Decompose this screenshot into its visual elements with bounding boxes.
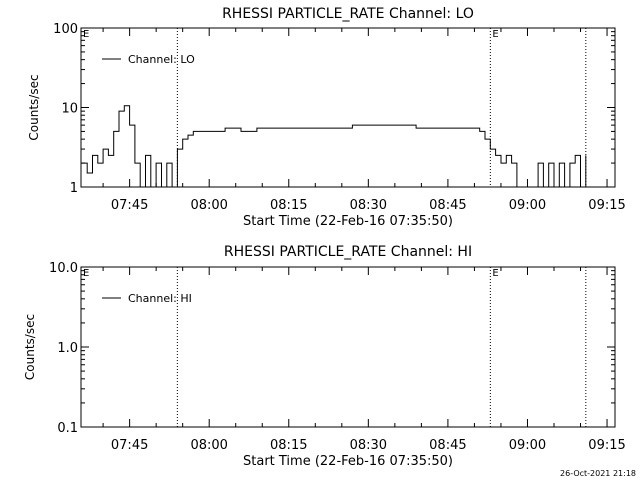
y-tick-label: 10.0: [49, 261, 78, 276]
x-tick-label: 07:45: [111, 198, 148, 213]
x-tick-label: 08:15: [270, 198, 307, 213]
y-axis-label: Counts/sec: [27, 74, 41, 140]
chart-title: RHESSI PARTICLE_RATE Channel: HI: [224, 244, 472, 260]
chart-title: RHESSI PARTICLE_RATE Channel: LO: [222, 6, 474, 22]
x-tick-label: 08:00: [190, 438, 227, 453]
x-tick-label: 09:15: [588, 198, 625, 213]
footer-timestamp: 26-Oct-2021 21:18: [560, 469, 636, 478]
legend-label: Channel: HI: [128, 292, 192, 305]
y-tick-label: 100: [53, 22, 78, 37]
y-axis-label: Counts/sec: [23, 314, 37, 380]
x-tick-label: 08:30: [350, 438, 387, 453]
series-line: [81, 105, 587, 188]
y-tick-label: 10: [61, 102, 78, 117]
x-tick-label: 07:45: [111, 438, 148, 453]
x-tick-label: 08:30: [350, 198, 387, 213]
event-marker-label: E: [83, 29, 89, 40]
x-tick-label: 08:45: [429, 438, 466, 453]
x-tick-label: 08:15: [270, 438, 307, 453]
x-axis-label: Start Time (22-Feb-16 07:35:50): [243, 454, 453, 469]
x-tick-label: 08:00: [190, 198, 227, 213]
legend-label: Channel: LO: [128, 53, 195, 66]
y-tick-label: 1: [70, 181, 78, 196]
x-axis-label: Start Time (22-Feb-16 07:35:50): [243, 214, 453, 229]
x-tick-label: 09:00: [509, 198, 546, 213]
y-tick-label: 0.1: [57, 421, 78, 436]
event-marker-label: E: [492, 29, 498, 40]
plot-frame: [80, 266, 616, 428]
event-marker-label: E: [492, 268, 498, 279]
x-tick-label: 09:00: [509, 438, 546, 453]
x-tick-label: 08:45: [429, 198, 466, 213]
x-tick-label: 09:15: [588, 438, 625, 453]
y-tick-label: 1.0: [57, 341, 78, 356]
event-marker-label: E: [83, 268, 89, 279]
